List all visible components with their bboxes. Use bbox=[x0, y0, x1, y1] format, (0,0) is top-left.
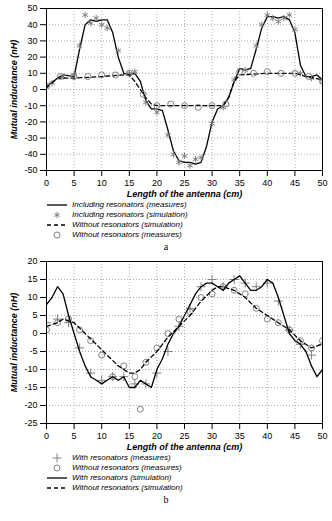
html-text:With resonators (simulation): With resonators (simulation) bbox=[72, 473, 172, 482]
svg-text:35: 35 bbox=[235, 178, 245, 188]
svg-text:10: 10 bbox=[27, 292, 37, 302]
svg-text:Mutual inductance (nH): Mutual inductance (nH) bbox=[9, 293, 19, 393]
svg-text:30: 30 bbox=[207, 178, 217, 188]
svg-text:40: 40 bbox=[262, 178, 272, 188]
svg-text:15: 15 bbox=[27, 274, 37, 284]
svg-text:10: 10 bbox=[97, 178, 107, 188]
html-text:Including resonators (simulati: Including resonators (simulation) bbox=[72, 210, 188, 219]
svg-text:-15: -15 bbox=[24, 382, 37, 392]
html-text:a: a bbox=[163, 241, 169, 252]
svg-text:0: 0 bbox=[44, 431, 49, 441]
svg-text:0: 0 bbox=[32, 84, 37, 94]
svg-text:5: 5 bbox=[32, 310, 37, 320]
svg-text:20: 20 bbox=[152, 178, 162, 188]
html-text:Without resonators (measures): Without resonators (measures) bbox=[72, 230, 182, 239]
svg-text:20: 20 bbox=[27, 52, 37, 62]
svg-text:45: 45 bbox=[290, 178, 300, 188]
svg-text:15: 15 bbox=[124, 431, 134, 441]
html-text:With resonators (measures): With resonators (measures) bbox=[72, 453, 171, 462]
svg-text:-10: -10 bbox=[24, 101, 37, 111]
html-text:Without resonators (simulation: Without resonators (simulation) bbox=[72, 220, 183, 229]
svg-text:Length of the antenna (cm): Length of the antenna (cm) bbox=[127, 189, 243, 199]
svg-text:25: 25 bbox=[179, 431, 189, 441]
svg-text:40: 40 bbox=[262, 431, 272, 441]
svg-text:35: 35 bbox=[235, 431, 245, 441]
svg-text:30: 30 bbox=[27, 36, 37, 46]
svg-text:-10: -10 bbox=[24, 364, 37, 374]
svg-text:-25: -25 bbox=[24, 418, 37, 428]
html-text:Without resonators (simulation: Without resonators (simulation) bbox=[72, 483, 183, 492]
svg-text:45: 45 bbox=[290, 431, 300, 441]
svg-text:-20: -20 bbox=[24, 117, 37, 127]
svg-text:-30: -30 bbox=[24, 133, 37, 143]
svg-text:-5: -5 bbox=[29, 346, 37, 356]
svg-text:25: 25 bbox=[179, 178, 189, 188]
svg-text:0: 0 bbox=[32, 328, 37, 338]
svg-text:5: 5 bbox=[72, 431, 77, 441]
svg-text:Mutual inductance (nH): Mutual inductance (nH) bbox=[9, 40, 19, 140]
html-text:Without resonators (measures): Without resonators (measures) bbox=[72, 463, 182, 472]
svg-text:10: 10 bbox=[27, 68, 37, 78]
html-text:Including resonators (measures: Including resonators (measures) bbox=[72, 200, 187, 209]
svg-text:20: 20 bbox=[27, 256, 37, 266]
svg-text:50: 50 bbox=[27, 3, 37, 13]
svg-text:0: 0 bbox=[44, 178, 49, 188]
svg-text:20: 20 bbox=[152, 431, 162, 441]
svg-text:-40: -40 bbox=[24, 149, 37, 159]
svg-text:-50: -50 bbox=[24, 165, 37, 175]
svg-text:30: 30 bbox=[207, 431, 217, 441]
html-text:b: b bbox=[163, 494, 169, 505]
svg-text:-20: -20 bbox=[24, 400, 37, 410]
svg-text:5: 5 bbox=[72, 178, 77, 188]
svg-text:40: 40 bbox=[27, 20, 37, 30]
svg-text:50: 50 bbox=[317, 431, 327, 441]
svg-text:50: 50 bbox=[317, 178, 327, 188]
svg-text:15: 15 bbox=[124, 178, 134, 188]
svg-text:Length of the antenna (cm): Length of the antenna (cm) bbox=[127, 442, 243, 452]
svg-text:10: 10 bbox=[97, 431, 107, 441]
